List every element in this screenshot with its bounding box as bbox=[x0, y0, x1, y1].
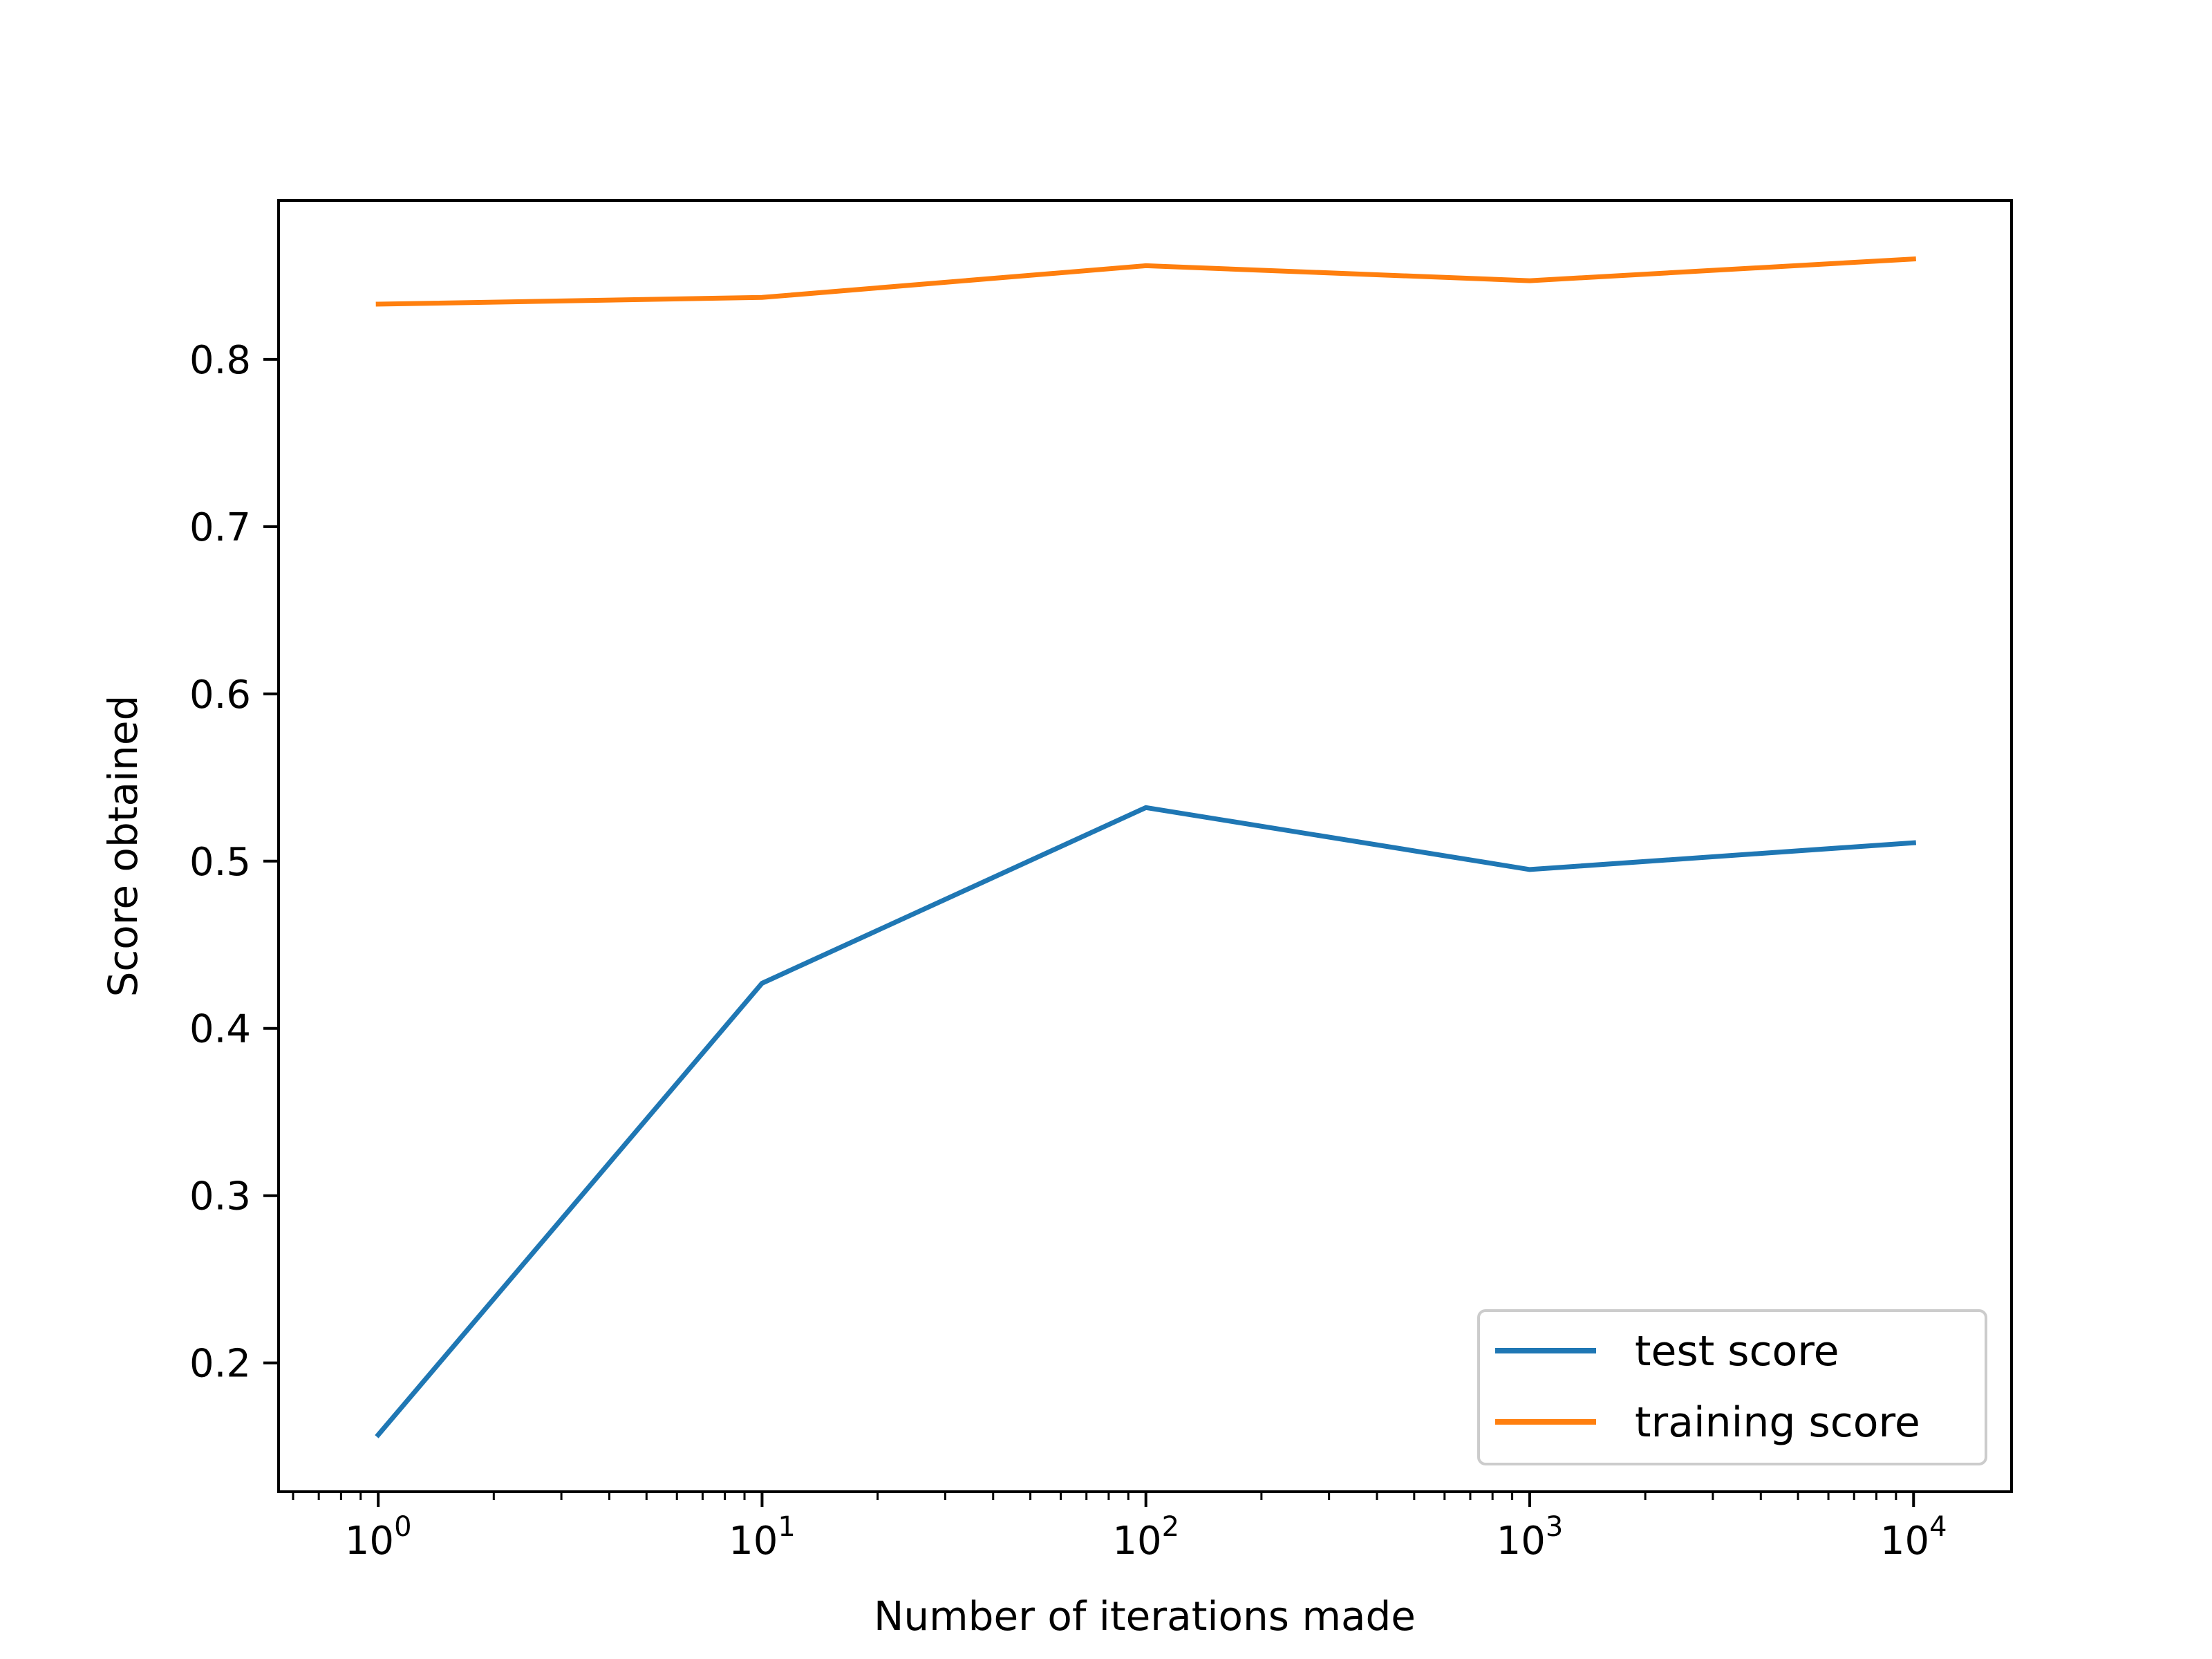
x-tick-label: 101 bbox=[729, 1511, 796, 1564]
legend-label-training-score: training score bbox=[1635, 1398, 1920, 1447]
x-tick-label: 100 bbox=[345, 1511, 412, 1564]
legend-label-test-score: test score bbox=[1635, 1327, 1839, 1376]
plot-frame bbox=[277, 199, 2013, 1493]
series-lines bbox=[375, 256, 1917, 1438]
y-tick-label: 0.6 bbox=[189, 673, 251, 718]
y-tick-label: 0.5 bbox=[189, 840, 251, 885]
x-tick-label: 104 bbox=[1880, 1511, 1947, 1564]
x-tick-label: 103 bbox=[1497, 1511, 1564, 1564]
y-axis-label: Score obtained bbox=[100, 695, 147, 997]
y-tick-label: 0.2 bbox=[189, 1342, 251, 1387]
y-tick-label: 0.7 bbox=[189, 505, 251, 550]
legend: test score training score bbox=[1477, 1309, 1987, 1465]
y-tick-label: 0.8 bbox=[189, 338, 251, 383]
y-tick-label: 0.4 bbox=[189, 1007, 251, 1052]
x-tick-label: 102 bbox=[1112, 1511, 1179, 1564]
y-axis-ticks: 0.2 0.3 0.4 0.5 0.6 0.7 0.8 bbox=[189, 338, 279, 1387]
x-axis-label: Number of iterations made bbox=[874, 1593, 1416, 1640]
y-tick-label: 0.3 bbox=[189, 1174, 251, 1219]
series-line-training-score bbox=[375, 256, 1916, 307]
legend-box bbox=[1477, 1309, 1987, 1465]
x-axis-ticks: 100 101 102 103 104 bbox=[345, 1492, 1947, 1564]
series-line-test-score bbox=[375, 805, 1917, 1438]
